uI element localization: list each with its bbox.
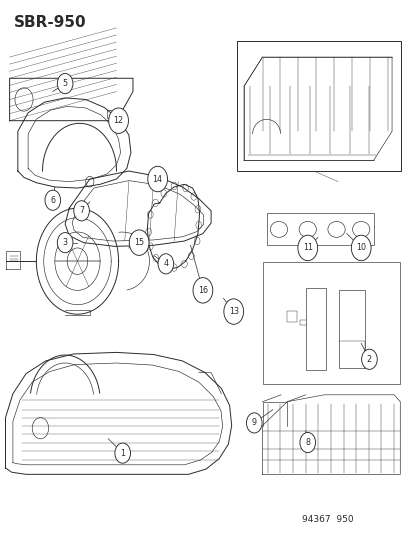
Circle shape: [297, 235, 317, 261]
Circle shape: [351, 235, 370, 261]
Text: 2: 2: [366, 355, 371, 364]
Bar: [305, 288, 325, 370]
Bar: [338, 290, 364, 368]
Circle shape: [57, 232, 73, 253]
Text: 1: 1: [120, 449, 125, 458]
Bar: [287, 311, 297, 322]
Text: 9: 9: [251, 418, 256, 427]
Text: 5: 5: [62, 79, 68, 88]
Text: 16: 16: [197, 286, 207, 295]
Text: 11: 11: [302, 244, 312, 253]
Circle shape: [45, 190, 60, 211]
Circle shape: [129, 230, 149, 255]
Text: 15: 15: [134, 238, 144, 247]
Circle shape: [192, 278, 212, 303]
Circle shape: [57, 74, 73, 94]
Text: 12: 12: [113, 116, 123, 125]
Text: 8: 8: [304, 438, 309, 447]
Circle shape: [147, 166, 167, 192]
Text: 6: 6: [50, 196, 55, 205]
Text: 7: 7: [79, 206, 84, 215]
Text: SBR-950: SBR-950: [14, 14, 86, 30]
Text: 94367  950: 94367 950: [301, 515, 352, 523]
Circle shape: [223, 299, 243, 324]
Text: 10: 10: [355, 244, 366, 253]
Circle shape: [115, 443, 130, 463]
Circle shape: [74, 201, 89, 221]
Circle shape: [299, 432, 315, 453]
Circle shape: [158, 254, 173, 274]
Bar: [266, 214, 373, 245]
Text: 13: 13: [228, 307, 238, 316]
Circle shape: [109, 108, 128, 133]
Text: 14: 14: [152, 174, 162, 183]
Circle shape: [246, 413, 261, 433]
Bar: [236, 41, 400, 171]
Circle shape: [361, 349, 376, 369]
Text: 3: 3: [62, 238, 67, 247]
Text: 4: 4: [163, 260, 168, 268]
Bar: [262, 262, 399, 384]
